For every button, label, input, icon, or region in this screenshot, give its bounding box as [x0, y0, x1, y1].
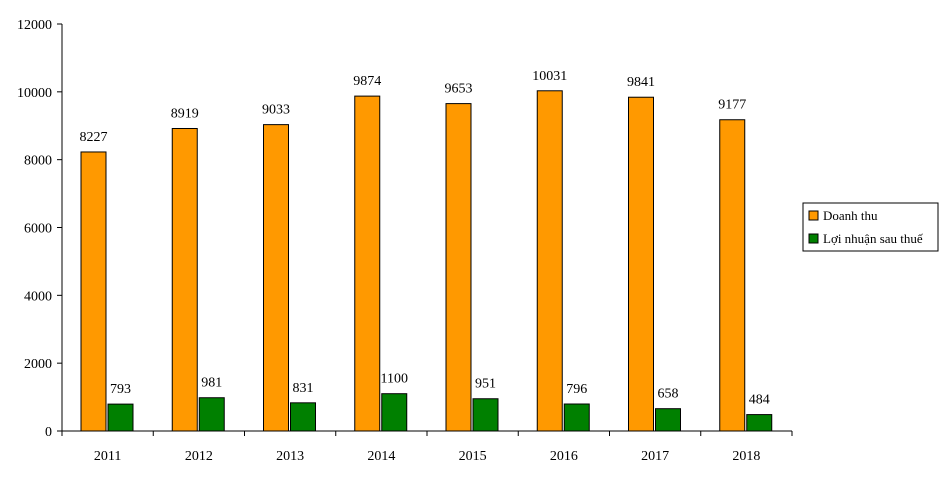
data-label: 1100 — [381, 372, 408, 387]
data-label: 793 — [110, 382, 131, 397]
data-label: 9653 — [445, 82, 473, 97]
data-label: 658 — [658, 387, 679, 402]
bar-loi-nhuan-2015 — [472, 398, 499, 432]
data-label: 951 — [475, 377, 496, 392]
y-tick-label: 4000 — [24, 289, 52, 304]
y-tick-label: 6000 — [24, 222, 52, 237]
bar-doanh-thu-2013 — [263, 124, 289, 432]
data-label: 9841 — [627, 75, 655, 90]
legend-label-loi-nhuan: Lợi nhuận sau thuế — [823, 231, 924, 246]
bar-doanh-thu-2011 — [80, 151, 107, 432]
data-label: 8919 — [171, 106, 199, 121]
bar-doanh-thu-2017 — [628, 96, 654, 432]
x-tick-label: 2012 — [185, 449, 213, 464]
data-label: 981 — [201, 376, 222, 391]
data-label: 9177 — [718, 98, 746, 113]
legend-label-doanh-thu: Doanh thu — [823, 208, 878, 223]
bar-doanh-thu-2015 — [445, 103, 472, 432]
y-axis: 0 2000 4000 6000 8000 10000 12000 — [17, 18, 63, 440]
bar-loi-nhuan-2013 — [290, 402, 316, 432]
x-axis: 2011 2012 2013 2014 2015 2016 2017 2018 — [61, 430, 793, 464]
bars — [80, 90, 773, 432]
bar-doanh-thu-2014 — [354, 95, 381, 432]
y-tick-label: 0 — [45, 425, 52, 440]
bar-loi-nhuan-2016 — [563, 403, 590, 432]
y-tick-label: 8000 — [24, 154, 52, 169]
data-label: 9874 — [353, 74, 381, 89]
bar-doanh-thu-2018 — [719, 119, 746, 432]
data-labels: 8227 8919 9033 9874 9653 10031 9841 9177 793 981 8… — [80, 69, 770, 408]
x-tick-label: 2014 — [367, 449, 395, 464]
data-label: 8227 — [80, 130, 108, 145]
x-tick-label: 2017 — [641, 449, 669, 464]
y-tick-label: 12000 — [17, 18, 52, 33]
x-tick-label: 2011 — [94, 449, 121, 464]
legend-swatch-doanh-thu — [808, 210, 819, 221]
y-tick-label: 2000 — [24, 357, 52, 372]
data-label: 796 — [566, 382, 587, 397]
x-tick-label: 2013 — [276, 449, 304, 464]
data-label: 484 — [749, 393, 770, 408]
bar-loi-nhuan-2011 — [107, 403, 134, 432]
bar-loi-nhuan-2012 — [198, 397, 225, 432]
bar-doanh-thu-2016 — [536, 90, 563, 432]
data-label: 9033 — [262, 103, 290, 118]
legend: Doanh thu Lợi nhuận sau thuế — [802, 202, 939, 252]
bar-doanh-thu-2012 — [171, 127, 198, 432]
legend-swatch-loi-nhuan — [808, 233, 819, 244]
data-label: 10031 — [532, 69, 567, 84]
bar-loi-nhuan-2014 — [381, 393, 408, 432]
x-tick-label: 2018 — [732, 449, 760, 464]
bar-loi-nhuan-2018 — [746, 414, 773, 432]
data-label: 831 — [293, 381, 314, 396]
legend-box — [802, 202, 939, 252]
x-tick-label: 2015 — [459, 449, 487, 464]
x-tick-label: 2016 — [550, 449, 578, 464]
bar-loi-nhuan-2017 — [655, 408, 681, 432]
y-tick-label: 10000 — [17, 86, 52, 101]
